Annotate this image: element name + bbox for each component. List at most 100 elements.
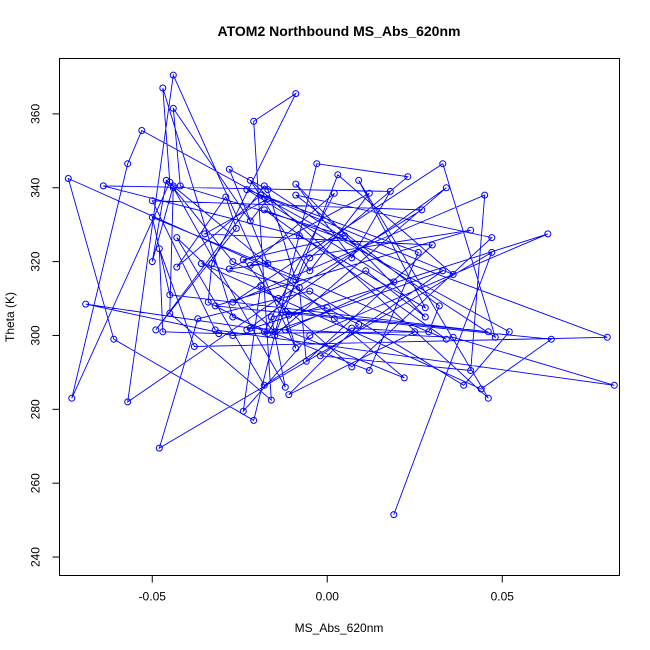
data-point [439,160,447,168]
data-point [285,391,293,399]
data-point [264,195,272,203]
data-point [159,328,167,336]
data-point [232,224,240,232]
data-point [435,302,443,310]
data-point [365,189,373,197]
data-point [484,394,492,402]
data-point [467,367,475,374]
data-point [313,160,321,168]
data-point [229,332,237,339]
x-axis: -0.05 0.00 0.05 [139,575,515,604]
data-point [292,180,300,188]
data-point [292,90,300,98]
data-point [449,333,457,341]
data-point [246,217,254,225]
data-point [421,304,429,312]
data-point [477,385,485,393]
data-point [400,374,408,382]
data-point [148,258,156,266]
data-point [169,104,177,112]
data-point [176,182,184,190]
data-point [99,182,107,190]
data-point [239,256,247,264]
data-point [439,267,447,275]
data-point [173,234,181,242]
data-point [404,173,412,181]
data-point [208,260,216,267]
data-point [169,71,177,79]
data-point [334,171,342,179]
data-point [484,328,492,336]
data-point [250,117,258,125]
data-point [64,175,72,182]
y-tick-label: 320 [29,251,43,271]
data-point [414,248,422,256]
data-point [295,232,303,240]
data-point [285,311,293,319]
x-tick-label: -0.05 [139,590,167,604]
data-point [544,230,552,238]
data-point [390,511,398,519]
data-point [148,213,156,221]
data-point [488,234,496,242]
data-point [488,248,496,256]
data-point [362,267,370,275]
data-point [390,278,398,286]
data-point [292,191,300,199]
data-point [173,263,181,271]
data-point [271,328,279,336]
y-tick-label: 300 [29,325,43,345]
data-point [155,444,163,452]
x-tick-label: 0.05 [491,590,515,604]
data-point [355,176,363,184]
y-tick-label: 260 [29,473,43,493]
data-point [225,165,233,173]
x-axis-label: MS_Abs_620nm [295,621,384,635]
data-point [201,230,209,238]
data-point [159,84,167,92]
data-point [547,335,555,343]
data-point [82,300,90,308]
data-point [264,330,272,338]
data-point [306,332,314,339]
data-point [267,396,275,404]
data-point [610,381,618,389]
data-point [292,276,300,284]
y-tick-label: 280 [29,399,43,419]
data-point [348,363,356,371]
data-point [295,284,303,291]
data-point [229,313,237,321]
data-point [124,160,132,168]
data-point [246,324,254,332]
data-point [421,313,429,321]
data-point [271,332,279,339]
data-point [348,324,356,332]
data-point [418,206,426,214]
series-line [67,73,615,515]
data-point [155,245,163,253]
data-point [110,335,118,343]
data-point [341,232,349,240]
data-point [467,226,475,234]
data-point [246,261,254,269]
data-point [267,313,275,321]
data-point [274,295,282,302]
data-point [197,260,205,267]
data-point [603,333,611,341]
data-point [411,328,419,336]
data-point [302,357,310,365]
data-point [505,328,513,336]
data-point [169,182,177,190]
y-tick-label: 360 [29,104,43,124]
data-point [166,178,174,186]
data-point [124,398,132,406]
data-point [229,298,237,306]
chart-title: ATOM2 Northbound MS_Abs_620nm [218,23,461,39]
data-point [292,344,300,352]
data-point [138,127,146,134]
data-point [225,265,233,273]
data-point [264,186,272,194]
data-point [449,271,457,278]
data-point [442,335,450,343]
